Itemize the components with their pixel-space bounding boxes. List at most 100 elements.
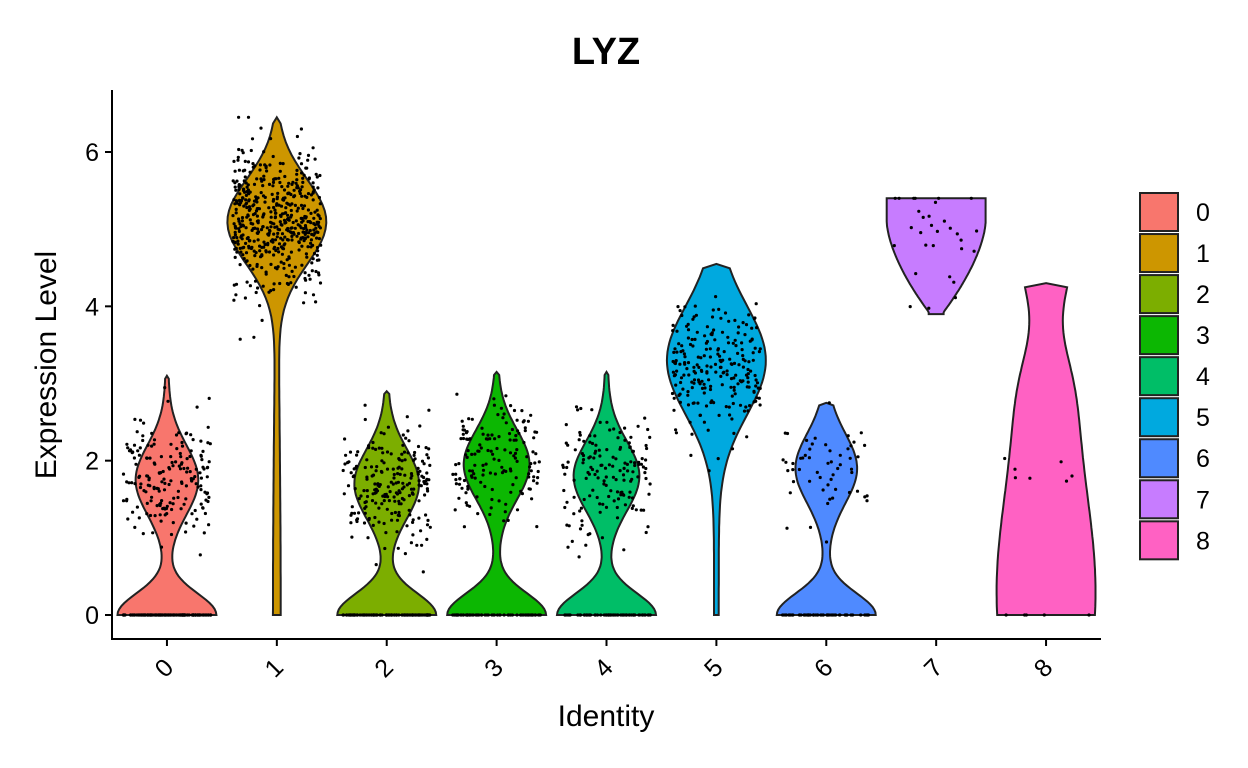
point bbox=[295, 172, 299, 176]
point bbox=[386, 425, 390, 429]
point bbox=[578, 509, 582, 513]
point bbox=[745, 385, 749, 389]
point bbox=[648, 435, 652, 439]
point bbox=[630, 496, 635, 500]
legend-swatch-3 bbox=[1139, 315, 1179, 356]
point bbox=[256, 227, 260, 231]
point bbox=[714, 295, 718, 299]
point bbox=[741, 321, 745, 325]
point bbox=[395, 518, 400, 522]
point bbox=[344, 613, 349, 617]
point bbox=[461, 432, 465, 436]
point bbox=[295, 134, 299, 139]
point bbox=[689, 453, 693, 457]
point bbox=[425, 471, 429, 475]
point bbox=[595, 469, 599, 473]
point bbox=[750, 337, 754, 341]
point bbox=[682, 373, 686, 377]
point bbox=[231, 214, 235, 218]
point bbox=[382, 521, 386, 526]
point bbox=[349, 521, 353, 525]
point bbox=[628, 445, 632, 449]
point bbox=[633, 461, 637, 465]
point bbox=[365, 475, 369, 479]
point bbox=[169, 455, 173, 459]
point bbox=[378, 613, 383, 617]
point bbox=[245, 259, 249, 263]
point bbox=[733, 318, 737, 322]
point bbox=[407, 613, 411, 617]
point bbox=[290, 269, 294, 273]
point bbox=[392, 613, 396, 617]
point bbox=[732, 385, 736, 389]
point bbox=[495, 613, 500, 617]
point bbox=[280, 232, 285, 236]
point bbox=[315, 245, 320, 250]
point bbox=[135, 613, 139, 617]
point bbox=[607, 463, 612, 467]
point bbox=[256, 219, 260, 223]
point bbox=[705, 364, 709, 368]
point bbox=[729, 385, 733, 389]
point bbox=[464, 491, 468, 495]
point bbox=[242, 179, 246, 183]
point bbox=[273, 266, 278, 270]
point bbox=[140, 613, 144, 617]
point bbox=[674, 431, 679, 435]
point bbox=[349, 513, 353, 517]
point bbox=[593, 613, 597, 617]
point bbox=[177, 431, 181, 435]
point bbox=[365, 489, 369, 493]
point bbox=[241, 246, 245, 250]
point bbox=[703, 386, 707, 390]
point bbox=[196, 485, 200, 489]
legend-swatch-4 bbox=[1139, 356, 1179, 397]
legend-swatch-0 bbox=[1139, 192, 1179, 232]
point bbox=[412, 487, 416, 491]
point bbox=[269, 137, 273, 141]
point bbox=[564, 423, 568, 427]
point bbox=[529, 613, 534, 617]
point bbox=[502, 469, 506, 473]
point bbox=[400, 467, 404, 471]
point bbox=[133, 482, 137, 486]
point bbox=[397, 489, 401, 493]
point bbox=[318, 217, 322, 221]
point bbox=[152, 487, 156, 491]
point bbox=[502, 519, 506, 523]
point bbox=[491, 613, 495, 617]
point bbox=[250, 137, 255, 141]
point bbox=[625, 462, 630, 466]
point bbox=[311, 191, 315, 195]
point bbox=[267, 228, 272, 232]
point bbox=[608, 428, 612, 432]
point bbox=[374, 501, 378, 505]
point bbox=[395, 492, 400, 496]
point bbox=[616, 436, 620, 440]
point bbox=[268, 163, 272, 167]
point bbox=[566, 545, 570, 549]
point bbox=[313, 157, 317, 161]
point bbox=[615, 490, 620, 494]
point bbox=[234, 211, 238, 215]
point bbox=[384, 492, 388, 496]
point bbox=[256, 286, 260, 290]
point bbox=[319, 243, 323, 247]
point bbox=[389, 613, 393, 617]
point bbox=[166, 399, 170, 403]
point bbox=[198, 553, 202, 557]
point bbox=[460, 419, 464, 423]
point bbox=[184, 484, 188, 488]
point bbox=[257, 230, 261, 234]
point bbox=[199, 439, 203, 443]
point bbox=[935, 229, 940, 233]
point bbox=[500, 465, 504, 469]
point bbox=[309, 245, 313, 249]
point bbox=[601, 502, 605, 506]
point bbox=[623, 503, 628, 507]
point bbox=[393, 499, 397, 503]
point bbox=[672, 350, 676, 354]
point bbox=[382, 432, 386, 436]
point bbox=[527, 613, 531, 617]
point bbox=[168, 501, 172, 505]
